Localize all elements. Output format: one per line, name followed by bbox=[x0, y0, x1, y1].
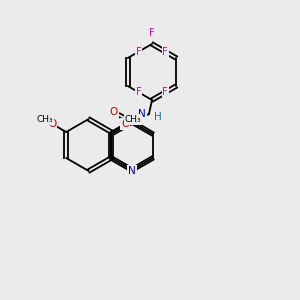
Text: F: F bbox=[162, 87, 168, 97]
Text: H: H bbox=[154, 112, 162, 122]
Text: F: F bbox=[162, 47, 168, 57]
Text: CH₃: CH₃ bbox=[124, 115, 141, 124]
Text: F: F bbox=[136, 87, 142, 97]
Text: O: O bbox=[48, 119, 56, 129]
Text: O: O bbox=[121, 119, 129, 129]
Text: F: F bbox=[149, 28, 155, 38]
Text: F: F bbox=[136, 47, 142, 57]
Text: O: O bbox=[110, 107, 118, 117]
Text: N: N bbox=[128, 166, 136, 176]
Text: CH₃: CH₃ bbox=[36, 115, 53, 124]
Text: N: N bbox=[138, 109, 146, 119]
